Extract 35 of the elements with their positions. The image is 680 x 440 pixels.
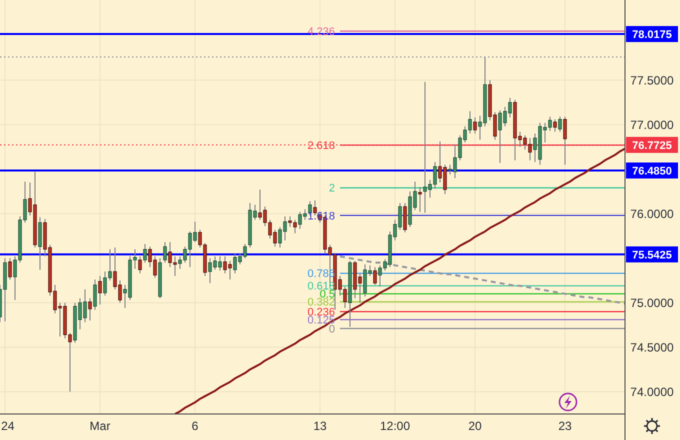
ref-line-label: 76.7725: [632, 140, 672, 152]
candlestick: [143, 243, 147, 264]
x-tick-label: 23: [558, 419, 572, 433]
candlestick: [373, 266, 377, 286]
line-series: [174, 148, 625, 414]
y-tick-label: 77.5000: [630, 73, 674, 88]
series-label: 2: [328, 182, 335, 195]
y-tick-label: 74.5000: [630, 340, 674, 354]
x-tick-label: 12:00: [380, 419, 410, 433]
candlestick: [403, 202, 407, 233]
candlestick: [558, 116, 562, 132]
y-tick-label: 74.0000: [630, 384, 674, 399]
candlestick: [473, 117, 477, 134]
ref-line-label: 78.0175: [632, 28, 672, 41]
ref-line-label: 75.5425: [632, 249, 672, 262]
x-tick-label: 20: [468, 419, 482, 433]
line-series: [339, 255, 625, 305]
y-tick-label: 76.0000: [630, 206, 674, 221]
candlestick: [138, 256, 142, 274]
x-tick-label: 24: [1, 419, 15, 433]
candlestick: [88, 298, 92, 322]
candlestick: [93, 279, 97, 310]
candlestick: [163, 242, 167, 264]
candlestick: [418, 186, 422, 212]
candlestick: [553, 118, 557, 132]
series-label: 2.618: [307, 140, 335, 152]
candlestick: [8, 258, 12, 280]
x-tick-label: 6: [192, 419, 199, 433]
ref-line-label: 76.4850: [632, 165, 672, 178]
x-tick-label: 13: [313, 419, 327, 433]
candlestick: [563, 116, 567, 166]
y-tick-label: 75.0000: [630, 296, 674, 310]
candlestick: [98, 276, 102, 305]
y-tick-label: 77.0000: [630, 118, 674, 132]
x-tick-label: Mar: [90, 419, 110, 433]
